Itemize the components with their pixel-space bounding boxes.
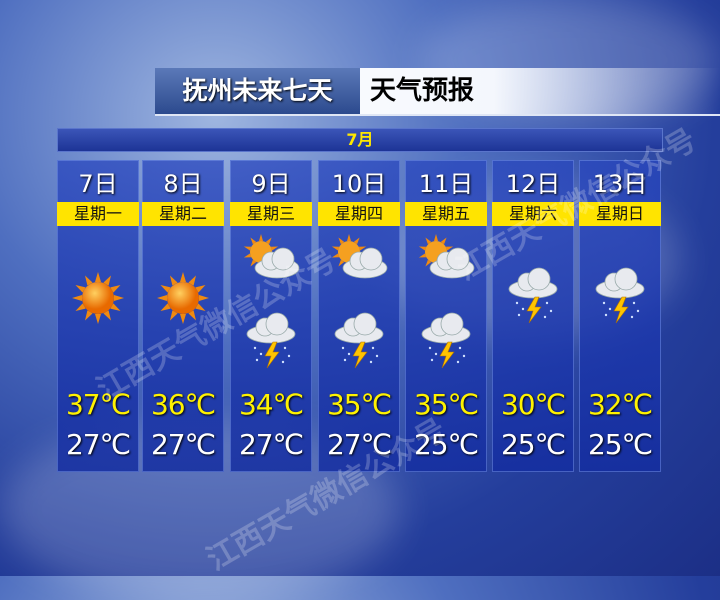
low-temperature: 27℃ [238, 428, 304, 461]
day-weekday: 星期四 [318, 202, 400, 226]
high-temperature: 37℃ [65, 388, 131, 421]
day-column: 13日 星期日 32℃ 25℃ [579, 160, 661, 472]
thunderstorm-icon [590, 265, 650, 325]
day-date: 10日 [331, 170, 387, 198]
day-date: 12日 [505, 170, 561, 198]
day-weekday: 星期六 [492, 202, 574, 226]
day-date: 8日 [163, 170, 203, 198]
month-header: 7月 [57, 128, 663, 152]
high-temperature: 35℃ [326, 388, 392, 421]
day-date: 7日 [78, 170, 118, 198]
day-column: 12日 星期六 30℃ 25℃ [492, 160, 574, 472]
sun-icon [153, 268, 213, 328]
title-location: 抚州未来七天 [155, 68, 360, 114]
low-temperature: 27℃ [326, 428, 392, 461]
thunderstorm-icon [329, 310, 389, 370]
low-temperature: 25℃ [500, 428, 566, 461]
low-temperature: 25℃ [413, 428, 479, 461]
thunderstorm-icon [503, 265, 563, 325]
thunderstorm-icon [241, 310, 301, 370]
partly-cloudy-icon [241, 232, 301, 292]
day-column: 10日 星期四 35℃ 27℃ [318, 160, 400, 472]
low-temperature: 27℃ [150, 428, 216, 461]
day-weekday: 星期二 [142, 202, 224, 226]
day-weekday: 星期一 [57, 202, 139, 226]
day-column: 9日 星期三 34℃ 27℃ [230, 160, 312, 472]
day-date: 13日 [592, 170, 648, 198]
high-temperature: 34℃ [238, 388, 304, 421]
partly-cloudy-icon [416, 232, 476, 292]
day-date: 11日 [418, 170, 474, 198]
partly-cloudy-icon [329, 232, 389, 292]
day-column: 7日 星期一 37℃ 27℃ [57, 160, 139, 472]
high-temperature: 30℃ [500, 388, 566, 421]
high-temperature: 32℃ [587, 388, 653, 421]
low-temperature: 27℃ [65, 428, 131, 461]
low-temperature: 25℃ [587, 428, 653, 461]
title-bar: 抚州未来七天 天气预报 [155, 68, 720, 116]
high-temperature: 36℃ [150, 388, 216, 421]
day-weekday: 星期三 [230, 202, 312, 226]
thunderstorm-icon [416, 310, 476, 370]
day-weekday: 星期日 [579, 202, 661, 226]
title-forecast: 天气预报 [370, 76, 475, 106]
day-date: 9日 [251, 170, 291, 198]
sun-icon [68, 268, 128, 328]
day-column: 11日 星期五 35℃ 25℃ [405, 160, 487, 472]
day-weekday: 星期五 [405, 202, 487, 226]
day-column: 8日 星期二 36℃ 27℃ [142, 160, 224, 472]
high-temperature: 35℃ [413, 388, 479, 421]
